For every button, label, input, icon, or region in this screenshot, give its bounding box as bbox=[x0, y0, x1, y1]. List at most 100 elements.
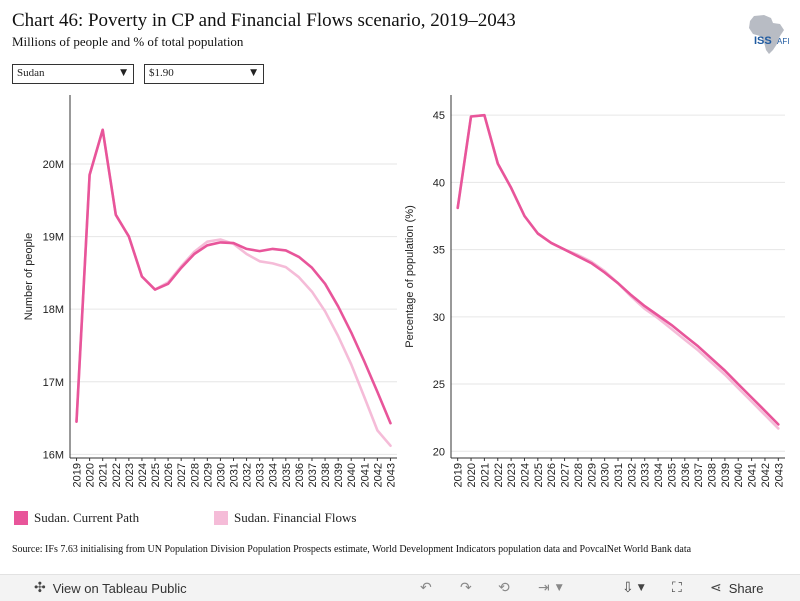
x-tick-label: 2025 bbox=[533, 463, 545, 487]
x-tick-label: 2037 bbox=[693, 463, 705, 487]
x-tick-label: 2030 bbox=[215, 463, 227, 487]
x-tick-label: 2022 bbox=[493, 463, 505, 487]
y-tick-label: 20 bbox=[433, 446, 445, 458]
series-line-financial-flows bbox=[456, 113, 780, 430]
country-select[interactable]: Sudan ▼ bbox=[12, 64, 134, 84]
x-tick-label: 2028 bbox=[189, 463, 201, 487]
x-tick-label: 2041 bbox=[359, 463, 371, 487]
x-tick-label: 2041 bbox=[747, 463, 759, 487]
chevron-down-icon: ▼ bbox=[637, 583, 645, 593]
x-tick-label: 2031 bbox=[613, 463, 625, 487]
chevron-down-icon: ▼ bbox=[555, 583, 563, 593]
x-tick-label: 2024 bbox=[137, 463, 149, 487]
x-tick-label: 2029 bbox=[202, 463, 214, 487]
x-tick-label: 2032 bbox=[242, 463, 254, 487]
share-label: Share bbox=[728, 580, 764, 596]
x-tick-label: 2020 bbox=[466, 463, 478, 487]
x-tick-label: 2023 bbox=[506, 463, 518, 487]
y-tick-label: 16M bbox=[43, 449, 64, 461]
x-tick-label: 2019 bbox=[72, 463, 84, 487]
legend-swatch-financial-flows bbox=[214, 511, 228, 525]
africa-map-icon: ISS AFI bbox=[749, 15, 789, 54]
y-axis-label: Number of people bbox=[23, 233, 35, 320]
x-tick-label: 2029 bbox=[586, 463, 598, 487]
x-tick-label: 2023 bbox=[124, 463, 136, 487]
x-tick-label: 2025 bbox=[150, 463, 162, 487]
logo-text: ISS bbox=[754, 35, 772, 47]
poverty-line-select-value: $1.90 bbox=[149, 67, 174, 79]
y-tick-label: 30 bbox=[433, 312, 445, 324]
y-axis-label: Percentage of population (%) bbox=[404, 205, 416, 347]
series-line-financial-flows bbox=[75, 128, 392, 448]
x-tick-label: 2039 bbox=[333, 463, 345, 487]
legend-item-current-path[interactable]: Sudan. Current Path bbox=[14, 510, 139, 526]
undo-button[interactable]: ↶ bbox=[420, 580, 432, 596]
x-tick-label: 2039 bbox=[720, 463, 732, 487]
y-tick-label: 40 bbox=[433, 177, 445, 189]
revert-icon: ⟲ bbox=[498, 580, 510, 596]
iss-afi-logo: ISS AFI bbox=[740, 14, 792, 56]
y-tick-label: 25 bbox=[433, 379, 445, 391]
y-tick-label: 18M bbox=[43, 304, 64, 316]
x-tick-label: 2035 bbox=[666, 463, 678, 487]
poverty-line-select[interactable]: $1.90 ▼ bbox=[144, 64, 264, 84]
series-line-current-path bbox=[75, 128, 392, 425]
revert-button[interactable]: ⟲ bbox=[498, 580, 510, 596]
pause-button[interactable]: ⇥ ▼ bbox=[538, 580, 563, 596]
x-tick-label: 2026 bbox=[163, 463, 175, 487]
x-tick-label: 2038 bbox=[320, 463, 332, 487]
x-tick-label: 2034 bbox=[653, 463, 665, 487]
x-tick-label: 2022 bbox=[111, 463, 123, 487]
share-button[interactable]: ⋖ Share bbox=[710, 580, 763, 596]
x-tick-label: 2020 bbox=[85, 463, 97, 487]
x-tick-label: 2040 bbox=[733, 463, 745, 487]
x-tick-label: 2037 bbox=[307, 463, 319, 487]
x-tick-label: 2042 bbox=[372, 463, 384, 487]
download-button[interactable]: ⇩ ▼ bbox=[622, 580, 645, 596]
tableau-footer: ✣ View on Tableau Public ↶ ↷ ⟲ ⇥ ▼ ⇩ ▼ ⛶ ⋖… bbox=[0, 574, 800, 601]
x-tick-label: 2034 bbox=[268, 463, 280, 487]
x-tick-label: 2036 bbox=[294, 463, 306, 487]
legend-item-financial-flows[interactable]: Sudan. Financial Flows bbox=[214, 510, 356, 526]
download-icon: ⇩ bbox=[622, 580, 634, 596]
series-line-current-path bbox=[456, 113, 780, 426]
y-tick-label: 20M bbox=[43, 159, 64, 171]
source-note: Source: IFs 7.63 initialising from UN Po… bbox=[12, 544, 692, 555]
dropdown-arrow-icon: ▼ bbox=[250, 68, 257, 78]
share-icon: ⋖ bbox=[710, 580, 722, 596]
x-tick-label: 2033 bbox=[640, 463, 652, 487]
legend-label-current-path: Sudan. Current Path bbox=[34, 510, 140, 525]
x-tick-label: 2035 bbox=[281, 463, 293, 487]
redo-button[interactable]: ↷ bbox=[460, 580, 472, 596]
y-tick-label: 35 bbox=[433, 245, 445, 257]
x-tick-label: 2028 bbox=[573, 463, 585, 487]
y-tick-label: 17M bbox=[43, 377, 64, 389]
country-select-value: Sudan bbox=[17, 67, 45, 79]
pause-icon: ⇥ bbox=[538, 580, 550, 596]
x-tick-label: 2019 bbox=[453, 463, 465, 487]
x-tick-label: 2027 bbox=[560, 463, 572, 487]
chart-title: Chart 46: Poverty in CP and Financial Fl… bbox=[12, 10, 516, 31]
x-tick-label: 2040 bbox=[346, 463, 358, 487]
x-tick-label: 2030 bbox=[600, 463, 612, 487]
fullscreen-icon: ⛶ bbox=[672, 580, 682, 596]
x-tick-label: 2032 bbox=[626, 463, 638, 487]
view-on-tableau-link[interactable]: ✣ View on Tableau Public bbox=[34, 580, 187, 596]
x-tick-label: 2024 bbox=[519, 463, 531, 487]
x-tick-label: 2036 bbox=[680, 463, 692, 487]
tableau-logo-icon: ✣ bbox=[34, 580, 46, 596]
redo-icon: ↷ bbox=[460, 580, 472, 596]
x-tick-label: 2021 bbox=[98, 463, 110, 487]
x-tick-label: 2031 bbox=[229, 463, 241, 487]
x-tick-label: 2038 bbox=[707, 463, 719, 487]
view-on-tableau-label: View on Tableau Public bbox=[52, 580, 187, 596]
x-tick-label: 2043 bbox=[773, 463, 785, 487]
legend-swatch-current-path bbox=[14, 511, 28, 525]
dropdown-arrow-icon: ▼ bbox=[120, 68, 127, 78]
fullscreen-button[interactable]: ⛶ bbox=[672, 580, 682, 596]
x-tick-label: 2027 bbox=[176, 463, 188, 487]
x-tick-label: 2026 bbox=[546, 463, 558, 487]
